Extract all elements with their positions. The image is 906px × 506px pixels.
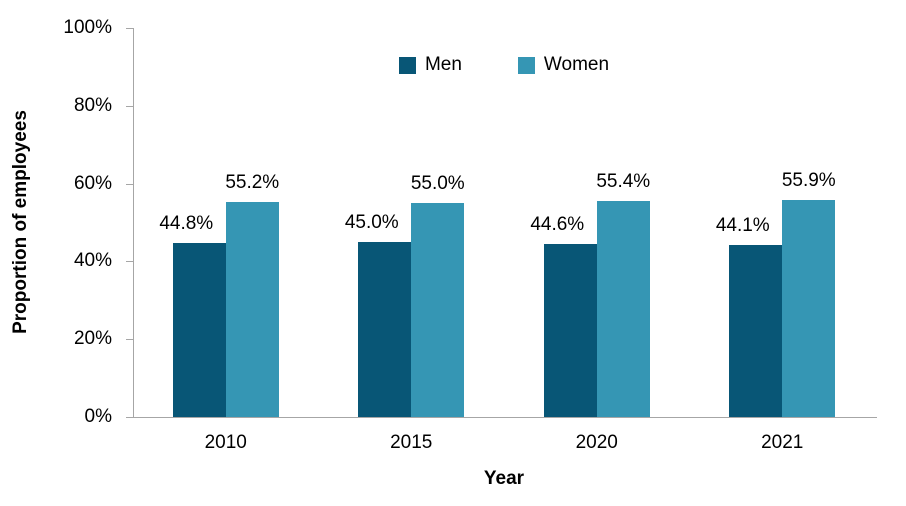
legend-item-women: Women — [517, 54, 610, 76]
y-axis-tick-mark — [126, 261, 133, 262]
data-label-men-2021: 44.1% — [715, 215, 770, 237]
x-axis-title: Year — [483, 468, 525, 489]
y-axis-tick-label: 80% — [73, 95, 112, 116]
legend-swatch-women-icon — [517, 56, 535, 74]
y-axis-line — [133, 28, 134, 418]
bar-women-2021 — [782, 199, 836, 417]
bar-women-2015 — [411, 203, 465, 417]
x-axis-category-label-2010: 2010 — [204, 432, 247, 453]
y-axis-tick-mark — [126, 417, 133, 418]
y-axis-tick-mark — [126, 28, 133, 29]
legend-item-men: Men — [398, 54, 462, 76]
data-label-women-2010: 55.2% — [225, 172, 280, 194]
x-axis-category-label-2015: 2015 — [390, 432, 433, 453]
data-label-women-2020: 55.4% — [596, 171, 651, 193]
y-axis-tick-label: 100% — [63, 17, 112, 38]
y-axis-tick-mark — [126, 184, 133, 185]
x-axis-category-label-2020: 2020 — [575, 432, 618, 453]
y-axis-title: Proportion of employees — [10, 110, 31, 334]
bar-men-2020 — [543, 243, 597, 417]
y-axis-tick-mark — [126, 339, 133, 340]
legend-label-women: Women — [543, 54, 610, 75]
y-axis-tick-mark — [126, 106, 133, 107]
y-axis-tick-label: 40% — [73, 250, 112, 271]
legend-swatch-men-icon — [398, 56, 416, 74]
data-label-men-2010: 44.8% — [159, 212, 214, 234]
data-label-women-2021: 55.9% — [781, 169, 836, 191]
legend: Men Women — [133, 52, 875, 78]
bar-men-2015 — [358, 241, 412, 417]
data-label-men-2015: 45.0% — [344, 211, 399, 233]
y-axis-tick-label: 20% — [73, 328, 112, 349]
data-label-women-2015: 55.0% — [410, 173, 465, 195]
x-axis-line — [133, 417, 877, 418]
y-axis-tick-label: 60% — [73, 173, 112, 194]
bar-men-2010 — [172, 242, 226, 417]
bar-men-2021 — [729, 245, 783, 417]
x-axis-category-label-2021: 2021 — [761, 432, 804, 453]
legend-label-men: Men — [424, 54, 462, 75]
bar-women-2020 — [596, 201, 650, 417]
y-axis-tick-label: 0% — [84, 406, 112, 427]
data-label-men-2020: 44.6% — [530, 213, 585, 235]
bar-women-2010 — [225, 202, 279, 417]
